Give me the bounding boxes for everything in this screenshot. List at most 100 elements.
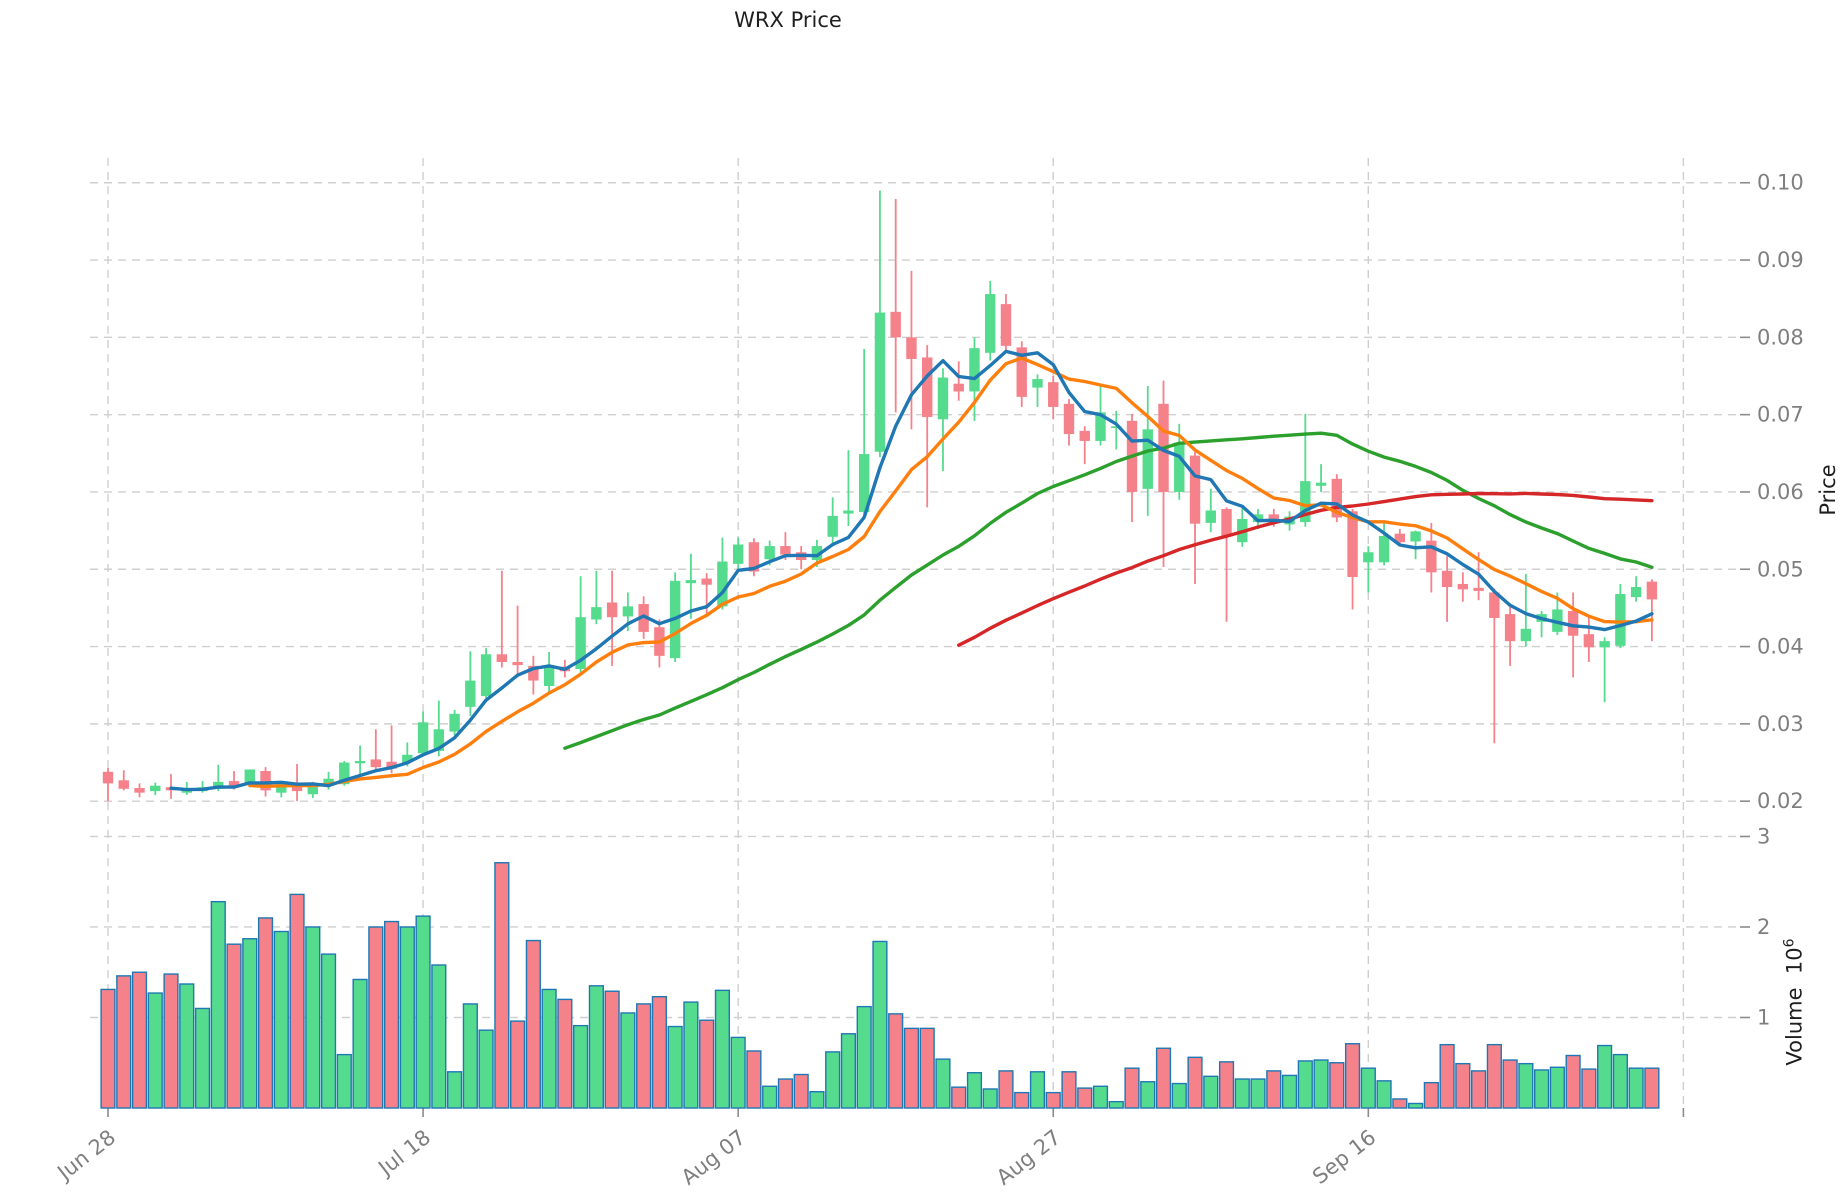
volume-bar: [1234, 1078, 1250, 1109]
x-tick-label: Jun 28: [52, 1125, 121, 1186]
candle-body: [922, 357, 933, 417]
volume-bar: [320, 953, 337, 1109]
candle-body: [1457, 583, 1469, 590]
candle-body: [953, 383, 964, 392]
candle-body: [1000, 304, 1012, 346]
candle-body: [543, 667, 555, 686]
candle-body: [1489, 592, 1500, 618]
volume-scale-exponent: 6: [1781, 938, 1798, 948]
candle-body: [1394, 533, 1406, 543]
volume-bar: [1581, 1068, 1597, 1109]
volume-bar: [746, 1050, 762, 1109]
volume-bar: [1014, 1091, 1030, 1109]
sma5-line: [169, 349, 1654, 792]
candle-body: [213, 781, 224, 789]
volume-bar: [1549, 1066, 1565, 1109]
candle-body: [1426, 540, 1437, 573]
volume-bar: [1155, 1047, 1172, 1109]
volume-bar: [588, 985, 604, 1109]
candle-body: [1095, 412, 1106, 441]
volume-bar: [1376, 1080, 1392, 1109]
volume-bar: [1124, 1067, 1140, 1109]
volume-bar: [982, 1088, 998, 1109]
volume-tick-label: 2: [1757, 915, 1770, 939]
price-tick-label: 0.09: [1757, 248, 1804, 272]
candle-body: [402, 754, 413, 763]
volume-scale-base: 10: [1782, 947, 1807, 975]
candle-body: [858, 454, 870, 513]
volume-bar: [1029, 1071, 1046, 1109]
volume-bar: [1565, 1054, 1581, 1109]
candle-body: [701, 578, 712, 585]
candle-body: [1331, 478, 1343, 518]
volume-bar: [1250, 1078, 1266, 1109]
volume-bar: [147, 992, 163, 1109]
candle-body: [260, 771, 271, 791]
volume-bar: [825, 1051, 841, 1109]
volume-bar: [888, 1013, 904, 1109]
candle-body: [906, 337, 917, 359]
candle-body: [1142, 429, 1153, 489]
candle-body: [354, 760, 366, 764]
x-tick-label: Aug 07: [677, 1125, 750, 1190]
volume-bar: [620, 1012, 636, 1109]
candle-body: [811, 546, 823, 560]
volume-bar: [793, 1073, 809, 1109]
candle-body: [890, 311, 901, 338]
candle-body: [591, 607, 602, 620]
candle-body: [307, 784, 319, 795]
volume-bar: [494, 862, 510, 1109]
volume-bar: [1628, 1067, 1644, 1109]
volume-bar: [305, 926, 321, 1109]
volume-axis-label-text: Volume: [1782, 987, 1807, 1066]
volume-bar: [431, 964, 447, 1109]
candle-body: [1300, 481, 1311, 523]
volume-bar: [651, 995, 667, 1109]
volume-bar: [1045, 1091, 1061, 1109]
volume-bar: [1392, 1098, 1408, 1109]
volume-axis-label: Volume 106: [1782, 938, 1807, 1065]
volume-bar: [1518, 1062, 1534, 1109]
candle-body: [780, 546, 791, 555]
price-tick-label: 0.05: [1757, 557, 1804, 581]
volume-bar: [935, 1058, 951, 1109]
volume-bar: [1534, 1069, 1550, 1109]
volume-bar: [1423, 1081, 1439, 1109]
candle-body: [575, 617, 586, 669]
candle-body: [1174, 442, 1185, 492]
volume-bar: [730, 1036, 746, 1109]
candle-body: [244, 769, 255, 785]
sma10-line: [248, 356, 1654, 788]
candle-body: [1252, 514, 1264, 523]
volume-bar: [777, 1078, 794, 1109]
volume-bar: [856, 1005, 872, 1109]
candle-body: [1599, 641, 1610, 648]
volume-bar: [1297, 1060, 1313, 1109]
volume-bar: [1597, 1044, 1613, 1109]
volume-bar: [1187, 1056, 1203, 1109]
volume-bar: [667, 1025, 683, 1109]
x-tick-label: Sep 16: [1308, 1125, 1380, 1189]
volume-bar: [446, 1071, 463, 1109]
candle-body: [1079, 430, 1090, 441]
candle-body: [937, 377, 949, 420]
volume-bar: [604, 990, 620, 1109]
volume-bar: [1486, 1043, 1502, 1109]
candle-body: [638, 604, 649, 632]
volume-bar: [951, 1086, 967, 1109]
x-tick-label: Aug 27: [992, 1125, 1065, 1190]
candle-body: [1315, 482, 1327, 486]
candle-body: [1363, 552, 1374, 563]
price-axis-label-text: Price: [1816, 464, 1840, 516]
volume-bar: [1203, 1075, 1219, 1109]
volume-bar: [1140, 1081, 1156, 1109]
candle-body: [339, 762, 350, 785]
volume-bar: [683, 1001, 699, 1109]
candle-body: [1567, 611, 1579, 636]
volume-bar: [1077, 1087, 1093, 1109]
volume-bar: [1313, 1059, 1329, 1109]
volume-bar: [415, 915, 431, 1109]
volume-bar: [762, 1085, 778, 1109]
volume-bar: [840, 1033, 857, 1109]
